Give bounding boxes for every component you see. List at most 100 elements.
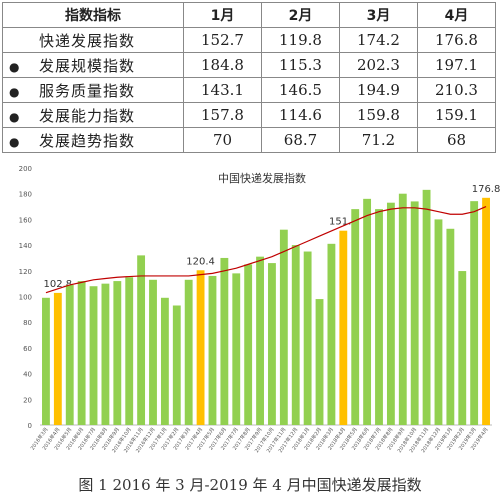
- bar: [172, 305, 181, 425]
- data-label: 120.4: [186, 256, 215, 267]
- y-tick-label: 60: [23, 345, 32, 353]
- value-cell: 143.1: [183, 77, 262, 103]
- y-tick-label: 140: [19, 242, 32, 250]
- value-cell: 210.3: [417, 77, 496, 103]
- y-tick-label: 180: [19, 191, 32, 199]
- header-cell: 1月: [183, 2, 262, 28]
- value-cell: 114.6: [261, 102, 340, 128]
- value-cell: 159.1: [417, 102, 496, 128]
- bar: [434, 219, 443, 425]
- value-cell: 68.7: [261, 127, 340, 153]
- bar: [101, 283, 110, 425]
- bar: [220, 257, 229, 425]
- row-name: 服务质量指数: [39, 81, 136, 100]
- y-tick-label: 200: [19, 165, 32, 173]
- name-cell: ● 服务质量指数: [2, 77, 184, 103]
- header-cell: 2月: [261, 2, 340, 28]
- bar: [339, 230, 348, 425]
- value-cell: 71.2: [339, 127, 418, 153]
- y-tick-label: 100: [19, 294, 32, 302]
- bar: [482, 197, 490, 425]
- value-cell: 176.8: [417, 27, 496, 53]
- value-cell: 70: [183, 127, 262, 153]
- value-cell: 174.2: [339, 27, 418, 53]
- y-tick-label: 20: [23, 396, 32, 404]
- bar: [458, 271, 467, 425]
- bar: [137, 255, 146, 425]
- bar: [375, 209, 383, 425]
- value-cell: 157.8: [183, 102, 262, 128]
- bar: [113, 281, 122, 425]
- bar: [291, 245, 300, 425]
- chart: 中国快递发展指数 0204060801001201401601802002016…: [19, 165, 500, 454]
- bar: [77, 281, 86, 425]
- bullet: ●: [9, 84, 20, 99]
- y-tick-label: 160: [19, 216, 32, 224]
- value-cell: 194.9: [339, 77, 418, 103]
- row-name: 发展趋势指数: [39, 131, 136, 150]
- name-cell: ● 发展规模指数: [2, 52, 184, 78]
- value-cell: 115.3: [261, 52, 340, 78]
- bullet: ●: [9, 59, 20, 74]
- bar: [422, 189, 431, 425]
- value-cell: 202.3: [339, 52, 418, 78]
- value-cell: 146.5: [261, 77, 340, 103]
- bar: [53, 292, 62, 425]
- y-tick-label: 120: [19, 268, 32, 276]
- value-cell: 68: [417, 127, 496, 153]
- data-label: 176.8: [472, 184, 500, 195]
- value-cell: 197.1: [417, 52, 496, 78]
- bar: [196, 270, 205, 425]
- bar: [208, 275, 217, 425]
- bar: [363, 198, 372, 425]
- bar: [386, 202, 395, 425]
- bar: [125, 277, 134, 425]
- bar: [89, 286, 98, 425]
- header-cell: 指数指标: [2, 2, 184, 28]
- caption: 图 1 2016 年 3 月-2019 年 4 月中国快递发展指数: [78, 476, 422, 494]
- y-tick-label: 80: [23, 319, 32, 327]
- name-cell: ● 发展能力指数: [2, 102, 184, 128]
- bar: [244, 264, 253, 425]
- row: ● 发展能力指数 157.8 114.6 159.8 159.1: [2, 102, 496, 128]
- data-label: 151.2: [329, 217, 358, 228]
- chart-title: 中国快递发展指数: [218, 171, 306, 185]
- value-cell: 152.7: [183, 27, 262, 53]
- bar: [303, 251, 312, 425]
- bar: [149, 279, 157, 425]
- y-tick-label: 40: [23, 371, 32, 379]
- header-cell: 3月: [339, 2, 418, 28]
- index-table: 指数指标 1月 2月 3月 4月快递发展指数 152.7 119.8 174.2 176.8 ● 发…: [2, 2, 496, 153]
- bar: [184, 279, 193, 425]
- data-label: 102.8: [44, 279, 73, 290]
- bullet: ●: [9, 134, 20, 149]
- row-name: 发展能力指数: [39, 106, 136, 125]
- value-cell: 119.8: [261, 27, 340, 53]
- bar: [410, 201, 419, 425]
- row: 快递发展指数 152.7 119.8 174.2 176.8: [2, 27, 496, 53]
- bar: [232, 273, 241, 425]
- bar: [279, 229, 288, 425]
- bullet: ●: [9, 109, 20, 124]
- header-cell: 4月: [417, 2, 496, 28]
- bar: [351, 209, 360, 425]
- bar: [398, 193, 407, 425]
- row: ● 发展规模指数 184.8 115.3 202.3 197.1: [2, 52, 496, 78]
- bar: [268, 263, 276, 425]
- bar: [470, 201, 479, 425]
- bar: [256, 256, 264, 425]
- bar: [160, 297, 169, 425]
- bar: [327, 243, 336, 425]
- row-name: 快递发展指数: [39, 31, 136, 50]
- bar: [315, 299, 324, 425]
- value-cell: 184.8: [183, 52, 262, 78]
- bar: [65, 284, 74, 425]
- y-tick-label: 0: [28, 422, 32, 430]
- name-cell: 快递发展指数: [2, 27, 184, 53]
- trend-line: [45, 205, 487, 294]
- row: ● 发展趋势指数 70 68.7 71.2 68: [2, 127, 496, 153]
- name-cell: ● 发展趋势指数: [2, 127, 184, 153]
- row-name: 发展规模指数: [39, 56, 136, 75]
- row: ● 服务质量指数 143.1 146.5 194.9 210.3: [2, 77, 496, 103]
